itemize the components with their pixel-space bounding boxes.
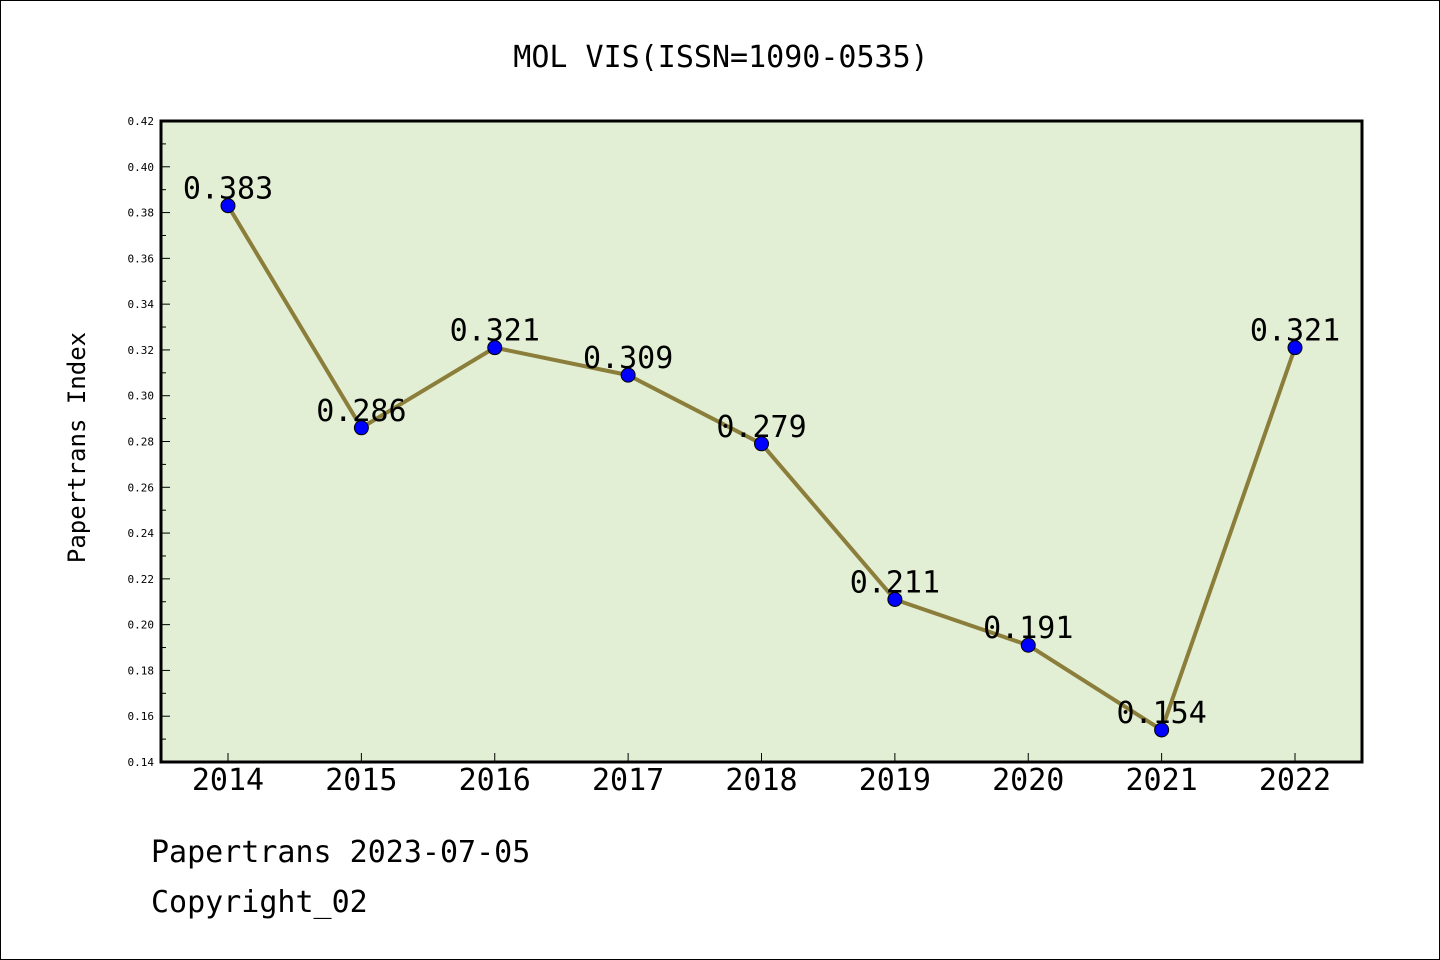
chart-title: MOL VIS(ISSN=1090-0535)	[513, 40, 928, 75]
data-label: 0.286	[316, 394, 406, 429]
y-tick-label: 0.38	[128, 207, 155, 220]
x-tick-label: 2021	[1126, 763, 1198, 798]
data-point	[1287, 340, 1303, 356]
footer-copyright: Copyright_02	[151, 885, 368, 920]
y-tick-label: 0.16	[128, 710, 155, 723]
data-label: 0.383	[183, 172, 273, 207]
data-point	[620, 367, 636, 383]
y-axis: 0.14 0.16 0.18 0.20 0.22 0.24 0.26 0.28 0.30 0.32…	[128, 115, 170, 769]
data-point	[1020, 637, 1036, 653]
x-tick-label: 2020	[992, 763, 1064, 798]
y-tick-label: 0.34	[128, 298, 155, 311]
y-axis-label: Papertrans Index	[63, 332, 91, 563]
y-tick-label: 0.40	[128, 161, 155, 174]
data-label: 0.154	[1116, 696, 1206, 731]
data-label: 0.191	[983, 611, 1073, 646]
x-tick-label: 2017	[592, 763, 664, 798]
data-label: 0.279	[716, 410, 806, 445]
data-label: 0.321	[1250, 314, 1340, 349]
y-tick-label: 0.42	[128, 115, 155, 128]
x-tick-label: 2015	[325, 763, 397, 798]
data-point	[353, 420, 369, 436]
x-axis: 2014 2015 2016 2017 2018 2019 2020 2021 2022	[192, 753, 1331, 798]
y-tick-label: 0.30	[128, 390, 155, 403]
footer-date: Papertrans 2023-07-05	[151, 835, 531, 870]
x-tick-label: 2018	[725, 763, 797, 798]
y-tick-label: 0.22	[128, 573, 155, 586]
x-tick-label: 2016	[459, 763, 531, 798]
x-tick-label: 2019	[859, 763, 931, 798]
x-tick-label: 2014	[192, 763, 264, 798]
data-point	[754, 436, 769, 452]
data-label: 0.309	[583, 341, 673, 376]
y-tick-label: 0.20	[128, 619, 155, 632]
data-label: 0.321	[450, 314, 540, 349]
y-tick-label: 0.28	[128, 436, 155, 449]
data-point	[487, 340, 503, 356]
data-point	[1154, 722, 1170, 738]
y-tick-label: 0.14	[128, 756, 155, 769]
y-tick-label: 0.26	[128, 481, 155, 494]
x-tick-label: 2022	[1259, 763, 1331, 798]
y-tick-label: 0.36	[128, 252, 155, 265]
y-tick-label: 0.32	[128, 344, 155, 357]
series-layer: 0.383 0.286 0.321 0.309 0.279 0.211 0.191 0.154…	[183, 172, 1340, 738]
y-tick-label: 0.24	[128, 527, 155, 540]
data-label: 0.211	[850, 565, 940, 600]
data-point	[220, 198, 236, 214]
data-point	[887, 591, 903, 607]
y-tick-label: 0.18	[128, 664, 155, 677]
